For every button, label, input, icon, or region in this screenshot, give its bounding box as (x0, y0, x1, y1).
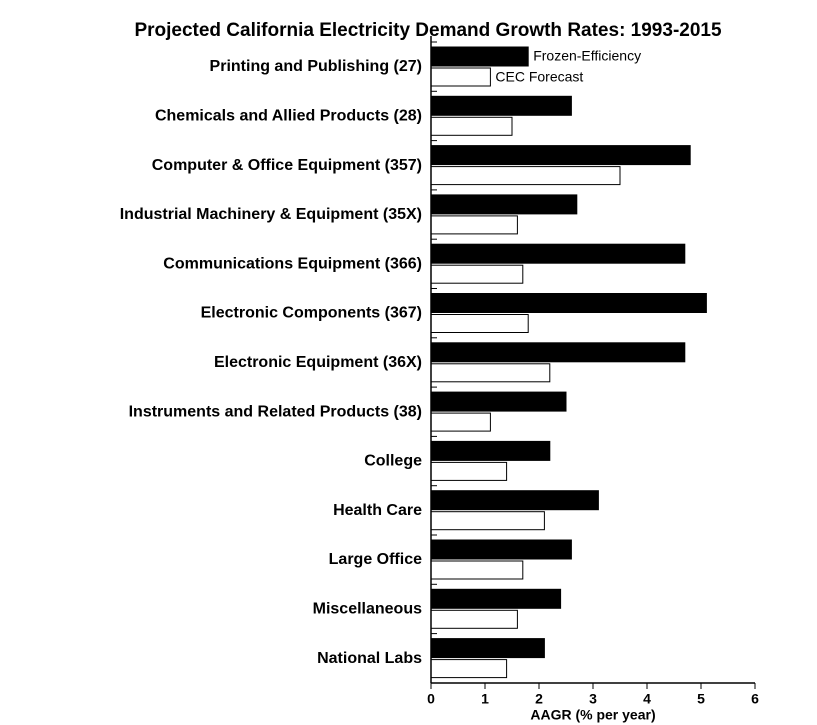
bar (430, 166, 621, 186)
bar (430, 342, 686, 363)
category-label: Health Care (333, 502, 422, 519)
category-label: Electronic Equipment (36X) (214, 354, 422, 371)
bar (430, 588, 562, 609)
bar (430, 539, 572, 560)
bar (430, 145, 691, 166)
x-tick-label: 2 (535, 691, 543, 707)
bar (430, 391, 567, 412)
category-label: Industrial Machinery & Equipment (35X) (120, 206, 422, 223)
bar (430, 609, 518, 629)
category-label: Printing and Publishing (27) (210, 58, 422, 75)
x-tick-label: 5 (697, 691, 705, 707)
legend-label: Frozen-Efficiency (533, 48, 641, 64)
x-axis-label: AAGR (% per year) (530, 707, 655, 723)
bar (430, 638, 545, 659)
category-label: Electronic Components (367) (201, 305, 422, 322)
bar (430, 511, 545, 531)
bar (430, 293, 707, 313)
category-label: Communications Equipment (366) (163, 255, 422, 272)
bar (430, 363, 551, 383)
chart-title: Projected California Electricity Demand … (134, 20, 722, 41)
bar (430, 440, 551, 461)
bar (430, 659, 508, 679)
bar (430, 67, 491, 87)
category-label: College (364, 453, 422, 470)
category-label: Miscellaneous (313, 601, 422, 618)
x-tick-label: 4 (643, 691, 651, 707)
bar (430, 95, 572, 116)
x-tick-label: 3 (589, 691, 597, 707)
bar (430, 243, 686, 264)
bar (430, 215, 518, 235)
category-label: Large Office (329, 551, 422, 568)
x-tick-label: 6 (751, 691, 759, 707)
bar (430, 412, 491, 432)
x-tick-label: 1 (481, 691, 489, 707)
bar (430, 46, 529, 67)
legend-label: CEC Forecast (495, 69, 583, 85)
bar (430, 194, 578, 215)
category-label: Chemicals and Allied Products (28) (155, 108, 422, 125)
bar (430, 461, 508, 481)
bar (430, 490, 599, 511)
category-label: National Labs (317, 650, 422, 667)
bar (430, 116, 513, 136)
bar (430, 560, 524, 580)
category-label: Instruments and Related Products (38) (129, 403, 422, 420)
bar (430, 314, 529, 333)
bar (430, 264, 524, 284)
category-label: Computer & Office Equipment (357) (152, 157, 422, 174)
x-tick-label: 0 (427, 691, 435, 707)
